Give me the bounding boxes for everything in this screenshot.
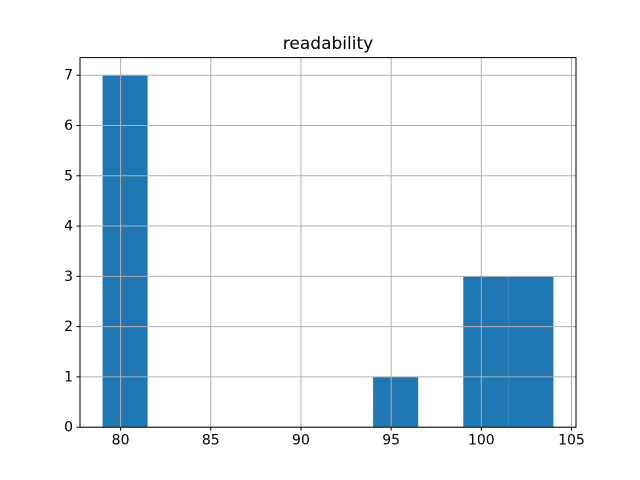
y-tick-label: 6 [64,118,73,134]
y-tick-label: 0 [64,420,73,436]
histogram-bar [102,75,148,428]
y-tick-label: 7 [64,68,73,84]
histogram-bar [373,376,419,428]
y-tick-label: 1 [64,369,73,385]
y-tick-label: 2 [64,319,73,335]
chart-title: readability [282,34,374,54]
y-tick-label: 3 [64,269,73,285]
x-tick-label: 105 [558,433,585,449]
y-tick-label: 4 [64,219,73,235]
x-tick-label: 80 [112,433,130,449]
x-tick-label: 90 [292,433,310,449]
x-tick-label: 95 [382,433,400,449]
histogram-bar [463,276,509,428]
x-tick-label: 100 [468,433,495,449]
y-tick-label: 5 [64,168,73,184]
plot-border [79,57,577,428]
histogram-bar [508,276,554,428]
x-tick-label: 85 [202,433,220,449]
